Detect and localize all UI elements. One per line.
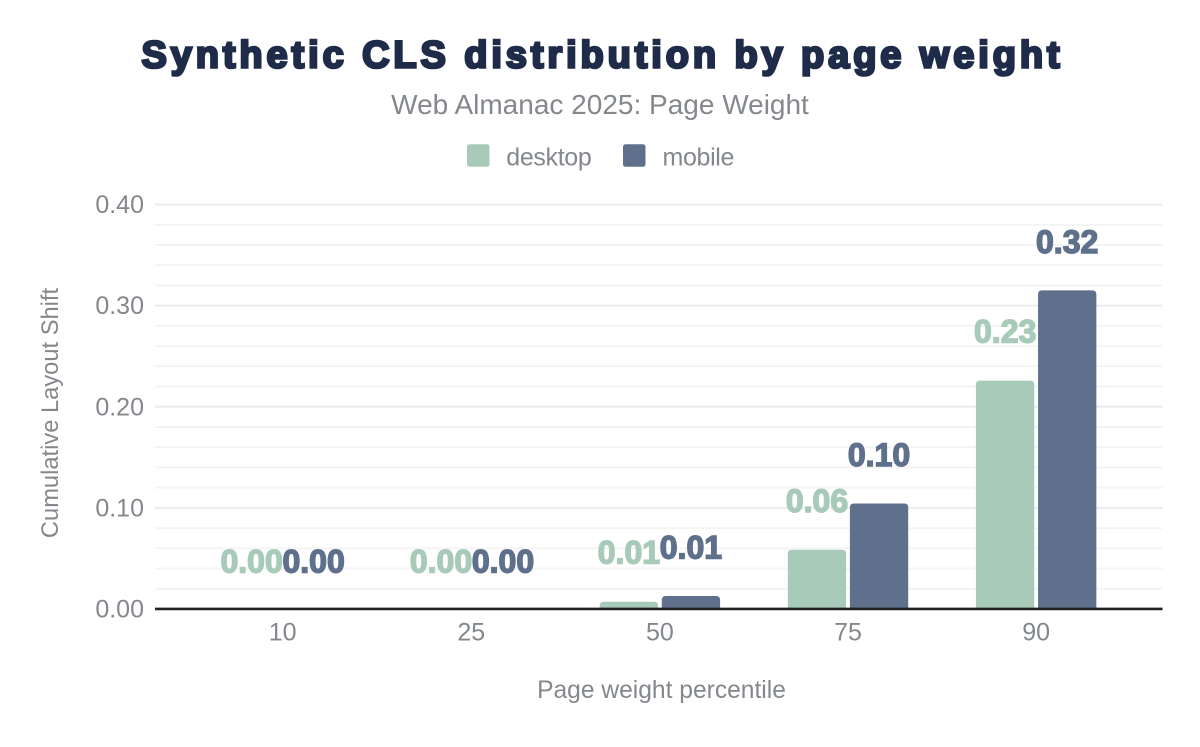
svg-text:Page weight percentile: Page weight percentile	[537, 677, 786, 704]
svg-text:50: 50	[646, 619, 674, 647]
svg-text:0.00: 0.00	[472, 543, 534, 579]
svg-text:0.10: 0.10	[95, 494, 144, 522]
svg-text:0.40: 0.40	[95, 191, 144, 219]
svg-text:0.00: 0.00	[220, 543, 282, 579]
svg-text:75: 75	[834, 619, 862, 647]
svg-text:0.00: 0.00	[282, 543, 344, 579]
svg-text:25: 25	[457, 619, 485, 647]
svg-text:90: 90	[1022, 619, 1050, 647]
svg-text:0.01: 0.01	[598, 535, 660, 571]
svg-text:Synthetic CLS distribution by: Synthetic CLS distribution by page weigh…	[141, 35, 1063, 77]
svg-text:0.00: 0.00	[410, 543, 472, 579]
svg-text:0.23: 0.23	[974, 313, 1036, 349]
svg-text:0.01: 0.01	[660, 530, 722, 566]
svg-text:Web Almanac 2025: Page Weight: Web Almanac 2025: Page Weight	[391, 89, 809, 120]
svg-text:0.06: 0.06	[786, 483, 848, 519]
svg-text:Cumulative Layout Shift: Cumulative Layout Shift	[38, 288, 64, 539]
svg-text:desktop: desktop	[506, 144, 591, 172]
svg-text:0.30: 0.30	[95, 292, 144, 320]
svg-text:10: 10	[269, 619, 297, 647]
svg-text:0.20: 0.20	[95, 393, 144, 421]
svg-text:0.10: 0.10	[848, 437, 910, 473]
svg-text:0.32: 0.32	[1036, 224, 1098, 260]
svg-text:0.00: 0.00	[95, 596, 144, 624]
svg-text:mobile: mobile	[663, 144, 735, 172]
